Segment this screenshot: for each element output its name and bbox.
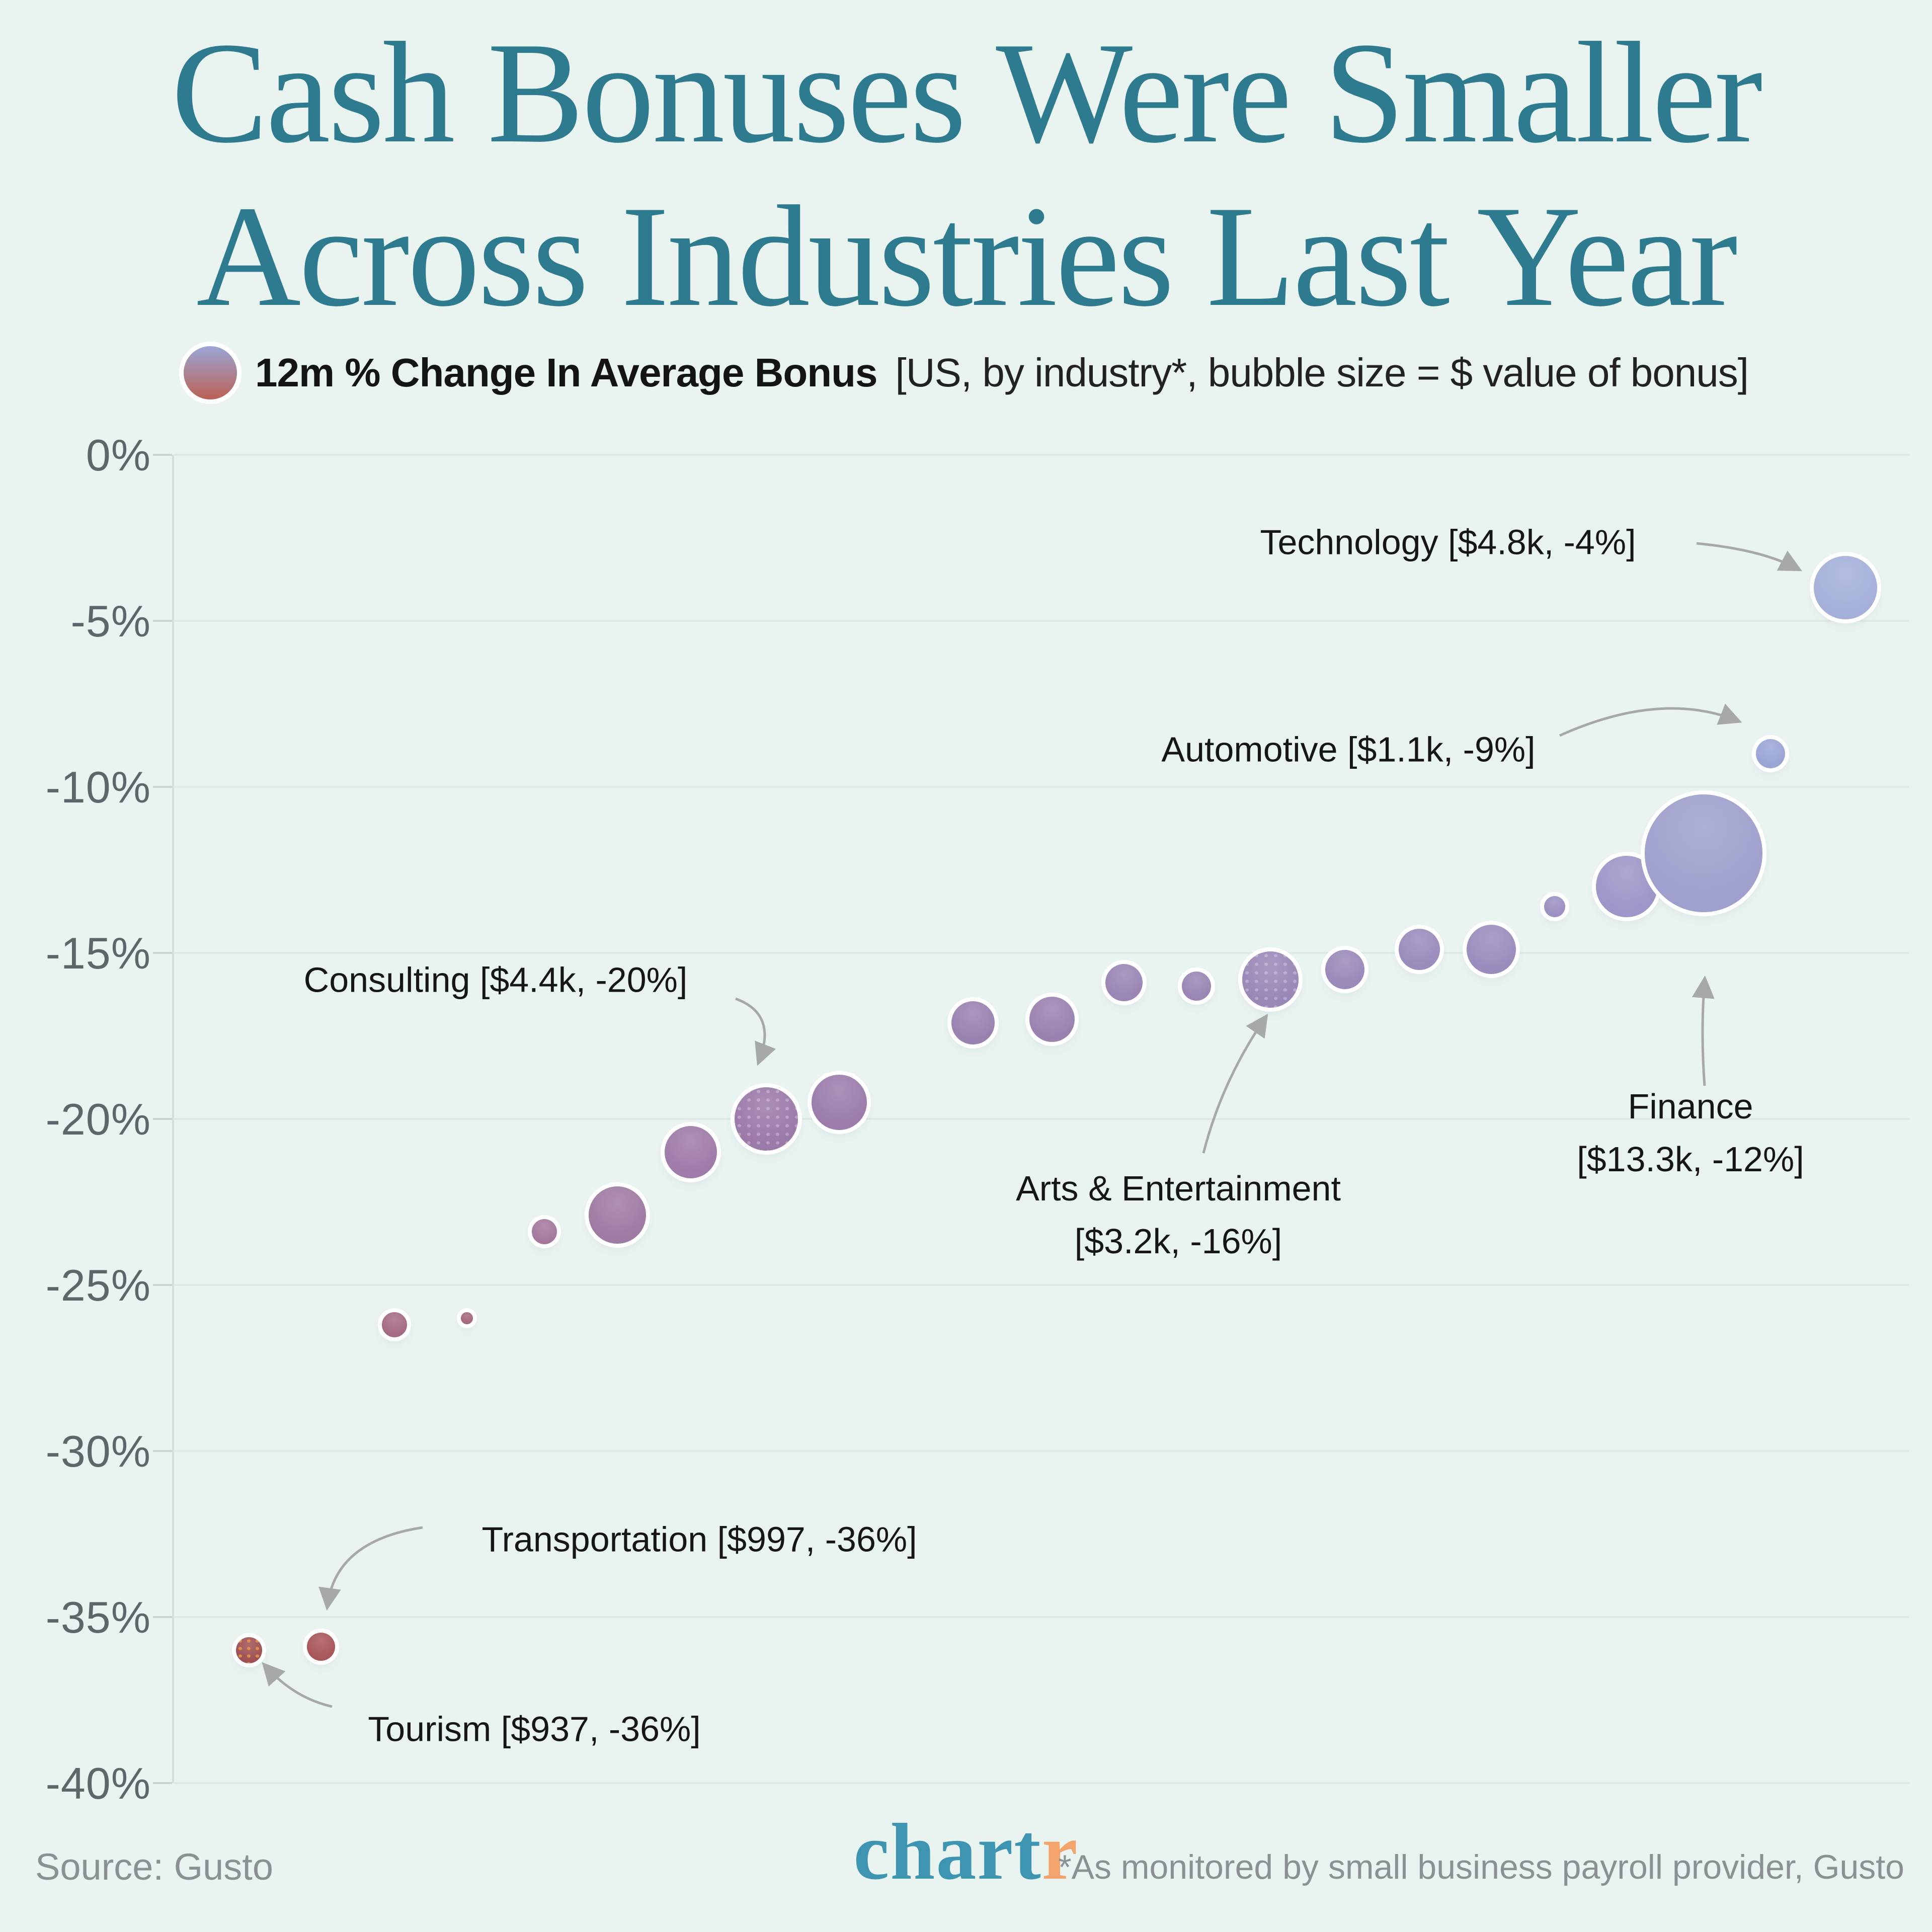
y-tick--20% [153, 1118, 172, 1120]
chart-legend: 12m % Change In Average Bonus [US, by in… [0, 346, 1932, 399]
chart-title-line2: Across Industries Last Year [196, 176, 1738, 337]
annotation-technology: Technology [$4.8k, -4%] [1260, 522, 1636, 562]
y-tick--10% [153, 786, 172, 788]
bubble-unlabeled-2 [382, 1312, 407, 1338]
gridline-0% [174, 454, 1909, 456]
bubble-unlabeled-17 [1544, 896, 1565, 917]
y-tick--5% [153, 620, 172, 622]
bubble-arts-entertainment [1242, 951, 1299, 1008]
y-tick-label-0%: 0% [86, 430, 151, 480]
gridline--35% [174, 1616, 1909, 1618]
bubble-technology [1814, 556, 1877, 619]
annotation-consulting: Consulting [$4.4k, -20%] [303, 960, 688, 1000]
y-tick--30% [153, 1450, 172, 1452]
gridline--10% [174, 786, 1909, 788]
legend-bubble-icon [184, 346, 237, 399]
bubble-unlabeled-12 [1182, 972, 1211, 1001]
bubble-unlabeled-15 [1399, 929, 1440, 971]
bubble-unlabeled-4 [532, 1219, 557, 1245]
bubble-unlabeled-14 [1325, 950, 1364, 989]
chart-title: Cash Bonuses Were Smaller Across Industr… [0, 11, 1932, 339]
y-tick-label--20%: -20% [45, 1094, 151, 1144]
y-tick-label--35%: -35% [45, 1592, 151, 1642]
y-tick--40% [153, 1782, 172, 1784]
y-tick-label--40%: -40% [45, 1758, 151, 1808]
annotation-arrow-arts-entertainment [1202, 1013, 1268, 1154]
annotation-arrow-transportation [318, 1526, 423, 1611]
bubble-unlabeled-11 [1105, 964, 1143, 1002]
y-tick--25% [153, 1284, 172, 1286]
chartr-logo-orange: r [1041, 1807, 1079, 1896]
y-tick-label--5%: -5% [70, 596, 151, 646]
source-credit: Source: Gusto [35, 1846, 274, 1888]
bubble-consulting [735, 1087, 798, 1151]
annotation-arts-entertainment: Arts & Entertainment [$3.2k, -16%] [1016, 1169, 1341, 1261]
annotation-arrow-technology [1696, 542, 1802, 572]
y-tick-label--15%: -15% [45, 928, 151, 978]
bubble-unlabeled-16 [1467, 925, 1516, 975]
legend-label: 12m % Change In Average Bonus [255, 350, 878, 395]
bubble-unlabeled-8 [812, 1075, 867, 1130]
annotation-arrow-finance [1692, 975, 1715, 1086]
annotation-finance: Finance [$13.3k, -12%] [1577, 1087, 1804, 1179]
gridline--40% [174, 1782, 1909, 1784]
bubble-finance [1645, 794, 1762, 912]
annotation-arrow-tourism [262, 1662, 333, 1708]
bubble-transportation [307, 1633, 335, 1661]
bubble-unlabeled-9 [951, 1001, 995, 1044]
y-tick-label--25%: -25% [45, 1260, 151, 1310]
bubble-tourism [236, 1637, 262, 1663]
chart-title-line1: Cash Bonuses Were Smaller [171, 13, 1763, 173]
footnote: *As monitored by small business payroll … [1058, 1848, 1904, 1886]
y-tick--15% [153, 952, 172, 954]
bubble-unlabeled-6 [665, 1126, 717, 1178]
chartr-logo-teal: chart [853, 1807, 1042, 1896]
annotation-automotive: Automotive [$1.1k, -9%] [1161, 730, 1536, 769]
bubble-unlabeled-3 [461, 1312, 473, 1324]
annotation-arrow-automotive [1559, 703, 1742, 737]
gridline--5% [174, 620, 1909, 622]
y-tick-label--10%: -10% [45, 762, 151, 812]
gridline--15% [174, 952, 1909, 954]
gridline--25% [174, 1284, 1909, 1286]
bubble-automotive [1756, 739, 1785, 768]
y-tick-0% [153, 454, 172, 456]
gridline--20% [174, 1118, 1909, 1120]
bubble-unlabeled-10 [1029, 997, 1075, 1042]
gridline--30% [174, 1450, 1909, 1452]
chartr-logo: chartr [0, 1805, 1932, 1898]
y-tick-label--30%: -30% [45, 1426, 151, 1476]
annotation-arrow-consulting [735, 997, 776, 1066]
annotation-transportation: Transportation [$997, -36%] [481, 1519, 917, 1559]
annotation-tourism: Tourism [$937, -36%] [368, 1709, 701, 1749]
y-axis-line [172, 455, 174, 1783]
y-tick--35% [153, 1616, 172, 1618]
legend-note: [US, by industry*, bubble size = $ value… [895, 350, 1749, 395]
bubble-unlabeled-5 [589, 1186, 646, 1244]
